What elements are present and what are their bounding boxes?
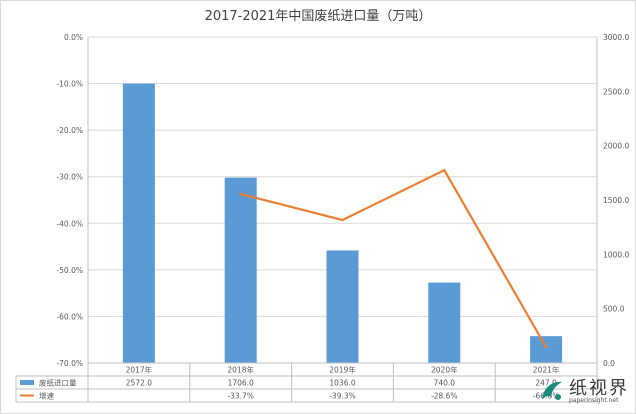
watermark-title: 纸视界 xyxy=(569,378,629,399)
chart-title: 2017-2021年中国废纸进口量（万吨） xyxy=(205,8,432,24)
right-tick-label: 3000.0 xyxy=(603,33,629,42)
growth-value-label: -39.3% xyxy=(329,392,356,401)
bar-value-label: 740.0 xyxy=(434,379,456,388)
left-tick-label: 0.0% xyxy=(64,33,83,42)
category-label: 2018年 xyxy=(227,365,254,375)
category-label: 2017年 xyxy=(126,365,153,375)
right-tick-label: 2000.0 xyxy=(603,142,629,151)
bar xyxy=(530,336,563,363)
right-axis-ticks: 0.0 500.0 1000.0 1500.0 2000.0 2500.0 3000.0 xyxy=(603,33,629,368)
growth-value-label: -28.6% xyxy=(431,392,458,401)
line-series xyxy=(239,168,548,349)
line-point xyxy=(239,192,242,196)
watermark-site: paperinsight.net xyxy=(569,397,619,404)
left-tick-label: -20.0% xyxy=(56,126,83,135)
growth-line xyxy=(240,169,548,348)
bar xyxy=(224,177,257,363)
data-table: 2017年 2572.0 2018年 1706.0 -33.7% 2019年 1036.0 -… xyxy=(15,37,598,403)
category-label: 2019年 xyxy=(329,365,356,375)
line-point xyxy=(443,168,446,172)
left-tick-label: -50.0% xyxy=(56,266,83,275)
right-tick-label: 1000.0 xyxy=(603,250,629,259)
bar xyxy=(122,83,155,363)
legend-bar-key xyxy=(20,380,34,385)
right-tick-label: 2500.0 xyxy=(603,87,629,96)
left-tick-label: -30.0% xyxy=(56,173,83,182)
bar xyxy=(326,250,359,363)
bar-value-label: 247.0 xyxy=(535,379,557,388)
right-tick-label: 1500.0 xyxy=(603,196,629,205)
bar-value-label: 1036.0 xyxy=(329,379,355,388)
left-axis-ticks: 0.0% -10.0% -20.0% -30.0% -40.0% -50.0% -60.0%… xyxy=(56,33,83,368)
logo-icon xyxy=(542,381,562,400)
bar-value-label: 2572.0 xyxy=(126,379,152,388)
bar-series xyxy=(122,83,563,363)
right-tick-label: 500.0 xyxy=(603,305,625,314)
left-tick-label: -40.0% xyxy=(56,219,83,228)
bar-value-label: 1706.0 xyxy=(228,379,254,388)
left-tick-label: -10.0% xyxy=(56,80,83,89)
left-tick-label: -60.0% xyxy=(56,312,83,321)
watermark: 纸视界 paperinsight.net xyxy=(538,374,630,408)
category-label: 2020年 xyxy=(431,365,458,375)
legend-bar-label: 废纸进口量 xyxy=(39,378,77,388)
line-point xyxy=(544,345,548,349)
right-tick-label: 0.0 xyxy=(603,359,615,368)
legend-line-label: 增速 xyxy=(39,391,54,401)
line-point xyxy=(341,218,344,222)
category-label: 2021年 xyxy=(533,365,560,375)
left-tick-label: -70.0% xyxy=(56,359,83,368)
bar xyxy=(428,282,461,363)
growth-value-label: -33.7% xyxy=(227,392,254,401)
